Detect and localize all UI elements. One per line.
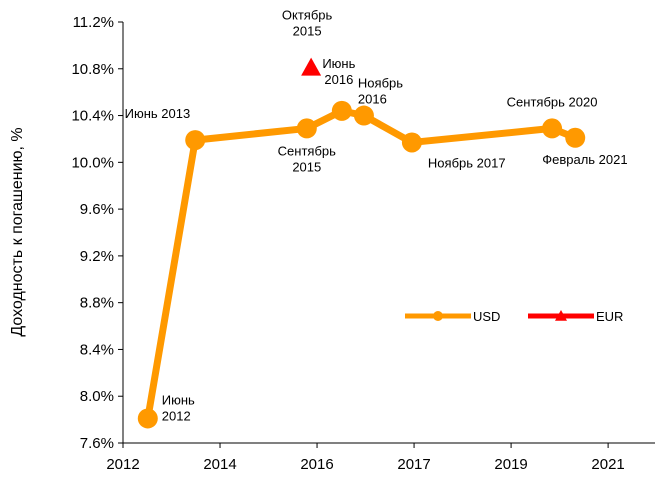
point-label-line: 2016	[324, 72, 353, 87]
y-tick-label: 10.4%	[71, 108, 114, 125]
series-line	[144, 107, 577, 420]
point-label-line: Июнь 2013	[125, 106, 191, 121]
point-marker	[401, 132, 422, 153]
y-tick-label: 8.8%	[80, 295, 114, 312]
x-tick-label: 2014	[203, 456, 236, 473]
point-label-line: Октябрь	[282, 8, 333, 23]
x-tick-label: 2017	[397, 456, 430, 473]
point-label: Июнь 2016	[322, 56, 355, 87]
legend-label: USD	[473, 309, 500, 324]
point-label-line: Сентябрь 2020	[507, 94, 598, 109]
legend-marker	[433, 311, 443, 321]
point-label: Сентябрь 2020	[507, 94, 598, 109]
point-label: Ноябрь 2016	[358, 76, 403, 107]
y-tick-label: 7.6%	[80, 435, 114, 452]
point-marker	[565, 127, 586, 148]
y-tick-label: 9.2%	[80, 248, 114, 265]
point-marker	[331, 100, 352, 121]
point-label: Февраль 2021	[542, 152, 627, 167]
point-marker	[137, 408, 158, 429]
x-tick-label: 2019	[494, 456, 527, 473]
point-label-line: 2012	[162, 408, 191, 423]
point-marker	[296, 118, 317, 139]
x-tick-label: 2021	[591, 456, 624, 473]
x-tick-label: 2012	[106, 456, 139, 473]
point-label: Сентябрь 2015	[278, 143, 336, 174]
point-marker	[301, 57, 322, 76]
point-label: Июнь 2013	[125, 106, 191, 121]
y-tick-label: 10.0%	[71, 154, 114, 171]
point-marker	[542, 118, 563, 139]
point-label-line: 2015	[292, 159, 321, 174]
point-label: Ноябрь 2017	[428, 155, 506, 170]
point-marker	[185, 130, 206, 151]
y-tick-label: 9.6%	[80, 201, 114, 218]
point-label-line: Февраль 2021	[542, 152, 627, 167]
point-label-line: Ноябрь	[358, 76, 403, 91]
y-tick-label: 8.0%	[80, 388, 114, 405]
point-label-line: 2015	[293, 24, 322, 39]
y-axis-label: Доходность к погашению, %	[9, 127, 26, 336]
point-label-line: Июнь	[322, 56, 355, 71]
legend-label: EUR	[596, 309, 623, 324]
point-label: Октябрь 2015	[282, 8, 333, 39]
point-label: Июнь 2012	[162, 392, 195, 423]
point-marker	[353, 105, 374, 126]
point-label-line: Июнь	[162, 392, 195, 407]
point-label-line: Сентябрь	[278, 143, 336, 158]
point-label-line: 2016	[358, 92, 387, 107]
point-label-line: Ноябрь 2017	[428, 155, 506, 170]
y-tick-label: 8.4%	[80, 341, 114, 358]
y-tick-label: 10.8%	[71, 61, 114, 78]
x-tick-label: 2016	[300, 456, 333, 473]
y-tick-label: 11.2%	[73, 14, 114, 31]
legend-marker	[555, 310, 567, 321]
